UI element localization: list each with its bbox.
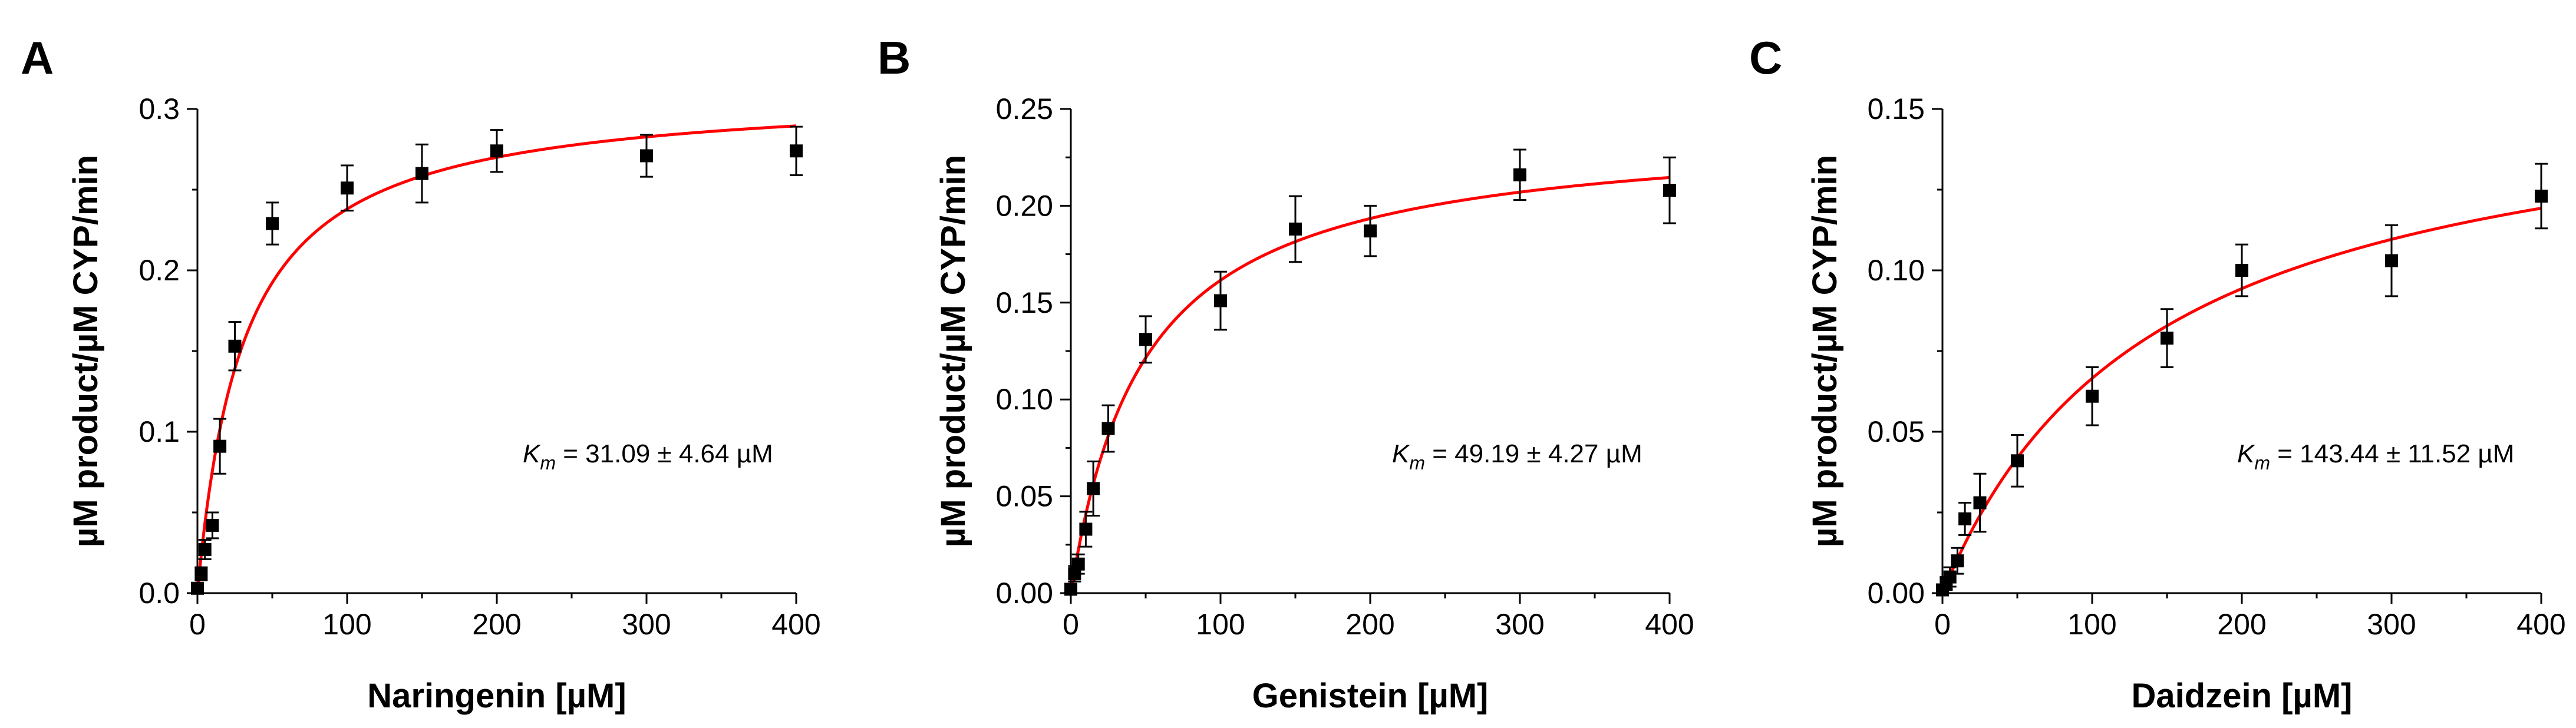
panel-c-letter: C: [1749, 32, 1782, 84]
panel-a-x-tick-label: 200: [472, 608, 521, 641]
panel-b-data-point: [1663, 184, 1676, 197]
panel-c-data-point: [2011, 454, 2024, 468]
panel-c-km-value: = 143.44 ± 11.52 µM: [2270, 439, 2514, 468]
panel-b-data-point: [1087, 482, 1100, 495]
panel-b-km-annotation: Km = 49.19 ± 4.27 µM: [1392, 439, 1642, 474]
panel-c-data-point: [2535, 189, 2548, 203]
panel-b-y-tick-label: 0.15: [996, 286, 1053, 319]
panel-b-data-point: [1071, 557, 1085, 571]
panel-b-km-subscript: m: [1409, 452, 1425, 474]
panel-c-x-tick-label: 100: [2067, 608, 2116, 641]
panel-c-km-symbol: K: [2237, 439, 2255, 468]
panel-a-km-subscript: m: [540, 452, 556, 474]
panel-a-data-point: [228, 339, 242, 353]
panel-a-km-annotation: Km = 31.09 ± 4.64 µM: [523, 439, 773, 474]
panel-b-data-point: [1079, 522, 1093, 536]
panel-a: A µM product/µM CYP/min Naringenin [µM] …: [21, 32, 821, 715]
panel-a-y-tick-label: 0.0: [138, 577, 180, 610]
panel-c-km-annotation: Km = 143.44 ± 11.52 µM: [2237, 439, 2514, 474]
panel-b-data-point: [1364, 224, 1377, 238]
panel-b-y-tick-label: 0.20: [996, 189, 1053, 222]
panel-b-y-tick-label: 0.25: [996, 92, 1053, 125]
panel-b-km-value: = 49.19 ± 4.27 µM: [1425, 439, 1642, 468]
panel-c-y-tick-label: 0.00: [1868, 577, 1925, 610]
panel-a-y-tick-label: 0.2: [138, 254, 180, 287]
panel-c-y-tick-label: 0.15: [1868, 92, 1925, 125]
panel-c-data-point: [1951, 554, 1964, 568]
panel-c-x-axis-label: Daidzein [µM]: [2132, 677, 2353, 715]
panel-a-data-point: [191, 581, 204, 595]
panel-c-data-point: [1943, 570, 1957, 584]
panel-b-x-tick-label: 0: [1063, 608, 1079, 641]
panel-a-y-axis-label: µM product/µM CYP/min: [67, 155, 105, 547]
panel-a-data-point: [415, 167, 428, 180]
panel-c-data-point: [1973, 496, 1987, 509]
panel-b-x-tick-label: 100: [1196, 608, 1245, 641]
panel-a-data-point: [198, 543, 212, 557]
panel-a-km-symbol: K: [523, 439, 541, 468]
panel-b-letter: B: [878, 32, 911, 84]
panel-c-x-tick-label: 400: [2516, 608, 2565, 641]
panel-a-y-tick-label: 0.1: [138, 415, 180, 448]
panel-a-x-tick-label: 100: [322, 608, 371, 641]
panel-a-x-axis-label: Naringenin [µM]: [367, 677, 626, 715]
panel-b-y-tick-label: 0.05: [996, 480, 1053, 513]
panel-b-data-point: [1139, 333, 1152, 346]
panel-b-data-point: [1214, 294, 1227, 307]
panel-a-data-point: [266, 217, 279, 230]
panel-a-x-tick-label: 400: [771, 608, 820, 641]
panel-c-y-axis-label: µM product/µM CYP/min: [1806, 155, 1844, 547]
panel-c: C µM product/µM CYP/min Daidzein [µM] Km…: [1749, 32, 2566, 715]
panel-c-data-point: [2161, 332, 2173, 345]
panel-a-data-point: [213, 439, 227, 453]
panel-c-x-tick-label: 200: [2217, 608, 2266, 641]
panel-a-data-point: [640, 149, 653, 163]
panel-c-data-point: [2086, 389, 2099, 403]
panel-b-y-axis-label: µM product/µM CYP/min: [934, 155, 972, 547]
panel-b-x-tick-label: 300: [1495, 608, 1544, 641]
panel-b-data-point: [1289, 222, 1302, 236]
panel-b-x-axis-label: Genistein [µM]: [1252, 677, 1489, 715]
panel-b-x-tick-label: 400: [1645, 608, 1694, 641]
panel-b-y-tick-label: 0.00: [996, 577, 1053, 610]
panel-a-x-tick-label: 300: [622, 608, 671, 641]
panel-c-data-point: [1958, 512, 1972, 525]
panel-c-data-point: [2385, 254, 2398, 267]
panel-b-y-tick-label: 0.10: [996, 383, 1053, 416]
panel-b-data-point: [1064, 583, 1077, 596]
panel-a-data-point: [490, 144, 503, 158]
panel-c-km-subscript: m: [2254, 452, 2270, 474]
panel-c-data-point: [2235, 264, 2248, 277]
panel-a-data-point: [194, 567, 208, 581]
panel-a-letter: A: [21, 32, 54, 84]
panel-c-x-tick-label: 0: [1934, 608, 1951, 641]
panel-a-km-value: = 31.09 ± 4.64 µM: [556, 439, 773, 468]
panel-c-x-tick-label: 300: [2367, 608, 2416, 641]
panel-b-data-point: [1513, 168, 1526, 181]
panel-b-data-point: [1101, 422, 1115, 435]
panel-b: B µM product/µM CYP/min Genistein [µM] K…: [878, 32, 1694, 715]
panel-b-x-tick-label: 200: [1345, 608, 1394, 641]
panel-a-data-point: [790, 144, 803, 158]
panel-c-y-tick-label: 0.05: [1868, 415, 1925, 448]
panel-a-x-tick-label: 0: [189, 608, 206, 641]
panel-a-data-point: [206, 518, 219, 532]
panel-a-y-tick-label: 0.3: [138, 92, 180, 125]
panel-a-data-point: [341, 181, 354, 195]
panel-c-y-tick-label: 0.10: [1868, 254, 1925, 287]
panel-b-km-symbol: K: [1392, 439, 1410, 468]
